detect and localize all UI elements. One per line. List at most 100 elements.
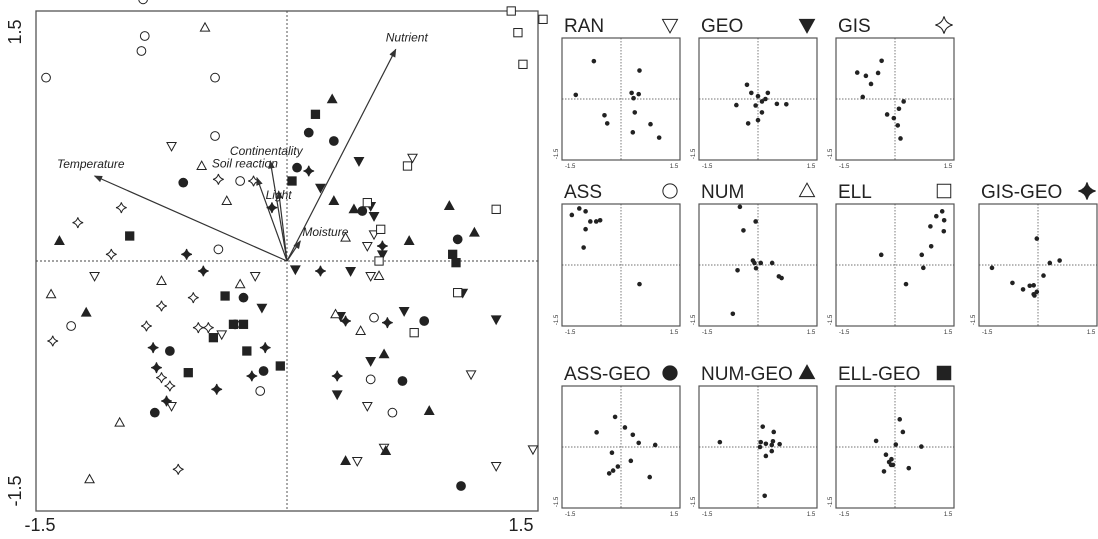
panel-point-5 bbox=[1034, 289, 1040, 295]
panel-point-1 bbox=[753, 219, 758, 224]
panel-point-3 bbox=[883, 452, 889, 458]
panel-point-11 bbox=[636, 91, 641, 97]
main-point-5-8 bbox=[376, 224, 386, 234]
vector-label-4: Light bbox=[266, 188, 293, 202]
panel-ran: -1.5 1.5 -1.5 RAN bbox=[554, 16, 681, 170]
vector-label-5: Moisture bbox=[302, 225, 348, 239]
main-point-2-10 bbox=[172, 463, 184, 475]
panel-points bbox=[734, 82, 789, 126]
panel-point-7 bbox=[632, 110, 638, 115]
main-point-9-11 bbox=[451, 258, 461, 268]
main-point-4-5 bbox=[114, 416, 126, 427]
main-point-9-6 bbox=[242, 346, 252, 356]
vector-label-3: Continentality bbox=[230, 144, 304, 158]
vector-arrow-4 bbox=[276, 190, 288, 262]
main-point-6-14 bbox=[147, 342, 159, 354]
main-point-8-10 bbox=[468, 226, 480, 237]
panel-title: GIS bbox=[838, 16, 871, 37]
panel-point-1 bbox=[577, 206, 582, 211]
panel-legend-filled-triangle-down-icon bbox=[798, 18, 816, 34]
panel-point-5 bbox=[735, 267, 740, 273]
panel-point-5 bbox=[769, 448, 775, 454]
main-point-1-2 bbox=[353, 157, 365, 167]
main-point-0-1 bbox=[89, 272, 101, 282]
panel-x-tick-min: -1.5 bbox=[565, 164, 576, 170]
main-point-8-2 bbox=[348, 203, 360, 214]
panel-x-tick-min: -1.5 bbox=[702, 330, 713, 336]
panel-point-6 bbox=[906, 465, 912, 471]
main-point-8-0 bbox=[53, 235, 65, 245]
main-point-8-7 bbox=[326, 93, 338, 104]
main-point-2-11 bbox=[156, 372, 167, 384]
main-point-5-5 bbox=[491, 204, 501, 214]
panel-title: ASS bbox=[564, 182, 602, 203]
main-point-2-4 bbox=[187, 292, 199, 304]
panel-point-10 bbox=[860, 94, 866, 100]
panel-title: NUM bbox=[701, 182, 744, 203]
panel-num: -1.5 1.5 -1.5 NUM bbox=[691, 182, 818, 336]
main-point-2-5 bbox=[202, 322, 214, 334]
panel-point-2 bbox=[741, 228, 746, 233]
panel-points bbox=[854, 58, 906, 141]
panel-point-9 bbox=[898, 136, 903, 141]
panel-point-1 bbox=[897, 417, 903, 422]
panel-ell: -1.5 1.5 -1.5 ELL bbox=[828, 182, 955, 336]
main-point-4-7 bbox=[373, 270, 385, 280]
main-point-6-13 bbox=[161, 395, 172, 407]
main-point-2-9 bbox=[192, 322, 204, 334]
main-point-7-5 bbox=[303, 127, 314, 138]
main-point-6-8 bbox=[376, 240, 388, 252]
main-point-4-8 bbox=[330, 308, 341, 319]
panel-point-10 bbox=[581, 245, 586, 250]
main-point-5-2 bbox=[513, 28, 523, 38]
panel-x-tick-min: -1.5 bbox=[839, 330, 850, 336]
panel-y-tick-min: -1.5 bbox=[554, 496, 560, 507]
main-point-4-0 bbox=[199, 21, 211, 32]
main-point-6-4 bbox=[259, 342, 271, 354]
panel-point-4 bbox=[879, 58, 884, 64]
main-point-5-9 bbox=[402, 161, 413, 171]
panel-point-1 bbox=[612, 414, 618, 420]
panel-point-4 bbox=[629, 90, 634, 96]
main-point-3-4 bbox=[210, 72, 220, 83]
panel-point-6 bbox=[774, 101, 780, 107]
vector-arrow-5 bbox=[286, 240, 301, 262]
panel-point-9 bbox=[762, 493, 767, 499]
panel-point-7 bbox=[1057, 258, 1062, 263]
main-point-1-12 bbox=[256, 303, 268, 314]
panel-point-3 bbox=[604, 121, 610, 126]
panel-legend-open-triangle-icon bbox=[798, 182, 816, 198]
main-point-3-12 bbox=[213, 244, 224, 255]
main-point-7-6 bbox=[328, 136, 339, 146]
main-point-4-3 bbox=[234, 278, 246, 289]
panel-point-7 bbox=[588, 219, 593, 224]
panel-legend-open-triangle-down-icon bbox=[661, 18, 679, 34]
main-point-8-6 bbox=[380, 445, 392, 455]
main-point-8-4 bbox=[340, 455, 352, 465]
main-point-0-6 bbox=[361, 242, 373, 252]
main-point-2-6 bbox=[164, 380, 176, 392]
main-point-3-5 bbox=[210, 131, 220, 141]
panel-point-8 bbox=[921, 265, 926, 271]
panel-point-5 bbox=[884, 112, 890, 117]
panel-point-8 bbox=[630, 130, 636, 135]
main-point-7-10 bbox=[456, 481, 466, 491]
panel-title: RAN bbox=[564, 16, 604, 37]
panel-points bbox=[573, 58, 662, 140]
main-point-0-10 bbox=[527, 445, 539, 456]
panel-point-0 bbox=[717, 439, 723, 445]
panel-point-2 bbox=[630, 432, 636, 438]
panel-point-10 bbox=[770, 439, 776, 444]
main-point-4-10 bbox=[84, 473, 95, 484]
panel-point-6 bbox=[628, 458, 634, 464]
main-point-9-7 bbox=[275, 361, 285, 371]
main-point-5-11 bbox=[374, 256, 384, 266]
panel-point-3 bbox=[875, 70, 881, 76]
panel-point-9 bbox=[599, 173, 604, 178]
main-point-1-6 bbox=[490, 315, 502, 326]
panel-geo: -1.5 1.5 -1.5 GEO bbox=[691, 16, 818, 170]
panel-x-tick-min: -1.5 bbox=[702, 512, 713, 518]
panel-point-7 bbox=[784, 101, 789, 107]
panel-point-3 bbox=[1031, 283, 1036, 288]
